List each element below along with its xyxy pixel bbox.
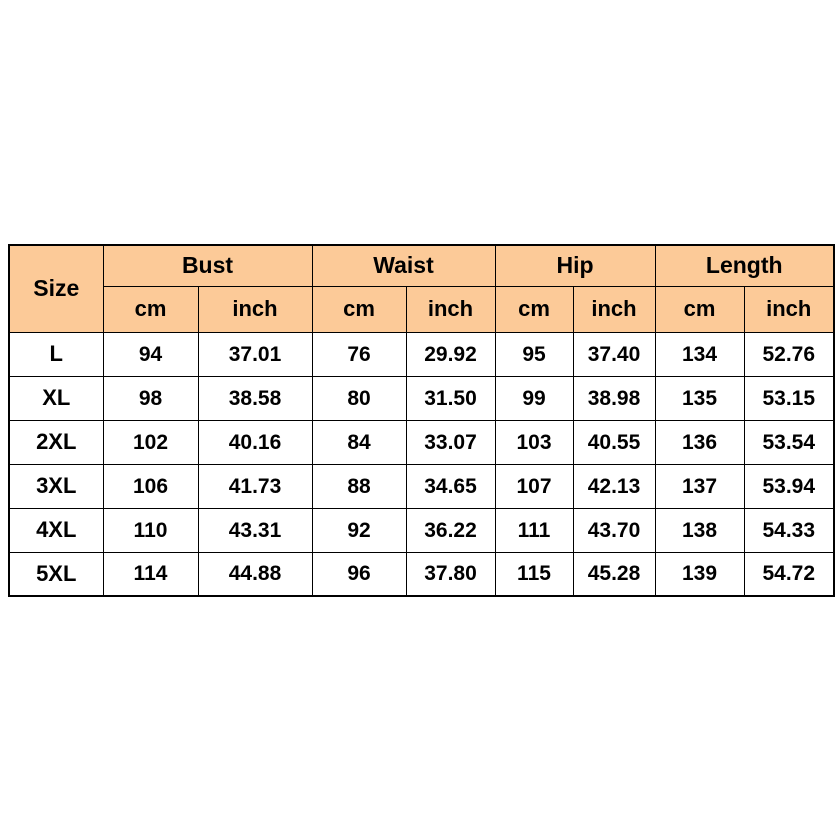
cell-length-cm: 139	[654, 551, 745, 597]
group-header-bust: Bust	[102, 244, 313, 287]
unit-header-length-cm: cm	[654, 285, 745, 333]
cell-bust-inch: 40.16	[197, 419, 313, 465]
size-label: L	[8, 331, 104, 377]
cell-bust-cm: 102	[102, 419, 199, 465]
unit-header-bust-inch: inch	[197, 285, 313, 333]
cell-length-inch: 54.33	[743, 507, 835, 553]
group-header-hip: Hip	[494, 244, 656, 287]
cell-waist-cm: 80	[311, 375, 407, 421]
cell-hip-inch: 43.70	[572, 507, 656, 553]
table-row-5xl: 5XL 114 44.88 96 37.80 115 45.28 139 54.…	[8, 551, 835, 597]
cell-waist-inch: 33.07	[405, 419, 496, 465]
cell-hip-inch: 40.55	[572, 419, 656, 465]
cell-length-inch: 52.76	[743, 331, 835, 377]
cell-length-cm: 138	[654, 507, 745, 553]
size-label: XL	[8, 375, 104, 421]
cell-waist-inch: 34.65	[405, 463, 496, 509]
unit-header-waist-inch: inch	[405, 285, 496, 333]
size-label: 2XL	[8, 419, 104, 465]
group-header-length: Length	[654, 244, 835, 287]
cell-hip-inch: 42.13	[572, 463, 656, 509]
cell-waist-cm: 84	[311, 419, 407, 465]
cell-waist-cm: 88	[311, 463, 407, 509]
size-label: 3XL	[8, 463, 104, 509]
cell-hip-inch: 38.98	[572, 375, 656, 421]
cell-length-inch: 53.15	[743, 375, 835, 421]
unit-header-waist-cm: cm	[311, 285, 407, 333]
size-chart-table: Size Bust Waist Hip Length cm inch cm in…	[8, 244, 835, 597]
unit-header-hip-cm: cm	[494, 285, 574, 333]
cell-bust-cm: 94	[102, 331, 199, 377]
cell-bust-cm: 98	[102, 375, 199, 421]
cell-bust-inch: 38.58	[197, 375, 313, 421]
table-row-l: L 94 37.01 76 29.92 95 37.40 134 52.76	[8, 331, 835, 377]
cell-hip-cm: 111	[494, 507, 574, 553]
size-label: 4XL	[8, 507, 104, 553]
cell-hip-cm: 115	[494, 551, 574, 597]
size-label: 5XL	[8, 551, 104, 597]
cell-length-cm: 134	[654, 331, 745, 377]
cell-length-inch: 53.54	[743, 419, 835, 465]
cell-hip-cm: 95	[494, 331, 574, 377]
cell-bust-cm: 110	[102, 507, 199, 553]
unit-header-hip-inch: inch	[572, 285, 656, 333]
table-row-4xl: 4XL 110 43.31 92 36.22 111 43.70 138 54.…	[8, 507, 835, 553]
cell-bust-cm: 114	[102, 551, 199, 597]
table-row-3xl: 3XL 106 41.73 88 34.65 107 42.13 137 53.…	[8, 463, 835, 509]
cell-waist-inch: 37.80	[405, 551, 496, 597]
cell-waist-inch: 31.50	[405, 375, 496, 421]
cell-waist-cm: 76	[311, 331, 407, 377]
unit-header-row: cm inch cm inch cm inch cm inch	[9, 285, 835, 333]
cell-length-inch: 53.94	[743, 463, 835, 509]
unit-header-bust-cm: cm	[102, 285, 199, 333]
cell-waist-inch: 36.22	[405, 507, 496, 553]
size-column-header: Size	[8, 244, 104, 333]
cell-hip-cm: 99	[494, 375, 574, 421]
unit-header-length-inch: inch	[743, 285, 835, 333]
cell-length-cm: 137	[654, 463, 745, 509]
table-row-xl: XL 98 38.58 80 31.50 99 38.98 135 53.15	[8, 375, 835, 421]
cell-waist-cm: 96	[311, 551, 407, 597]
cell-hip-cm: 107	[494, 463, 574, 509]
cell-waist-inch: 29.92	[405, 331, 496, 377]
cell-waist-cm: 92	[311, 507, 407, 553]
group-header-row: Size Bust Waist Hip Length	[8, 244, 835, 333]
group-header-waist: Waist	[311, 244, 496, 287]
cell-length-cm: 135	[654, 375, 745, 421]
cell-hip-cm: 103	[494, 419, 574, 465]
cell-bust-inch: 41.73	[197, 463, 313, 509]
cell-length-cm: 136	[654, 419, 745, 465]
cell-bust-cm: 106	[102, 463, 199, 509]
cell-hip-inch: 45.28	[572, 551, 656, 597]
cell-bust-inch: 44.88	[197, 551, 313, 597]
cell-hip-inch: 37.40	[572, 331, 656, 377]
cell-bust-inch: 43.31	[197, 507, 313, 553]
table-row-2xl: 2XL 102 40.16 84 33.07 103 40.55 136 53.…	[8, 419, 835, 465]
cell-bust-inch: 37.01	[197, 331, 313, 377]
cell-length-inch: 54.72	[743, 551, 835, 597]
